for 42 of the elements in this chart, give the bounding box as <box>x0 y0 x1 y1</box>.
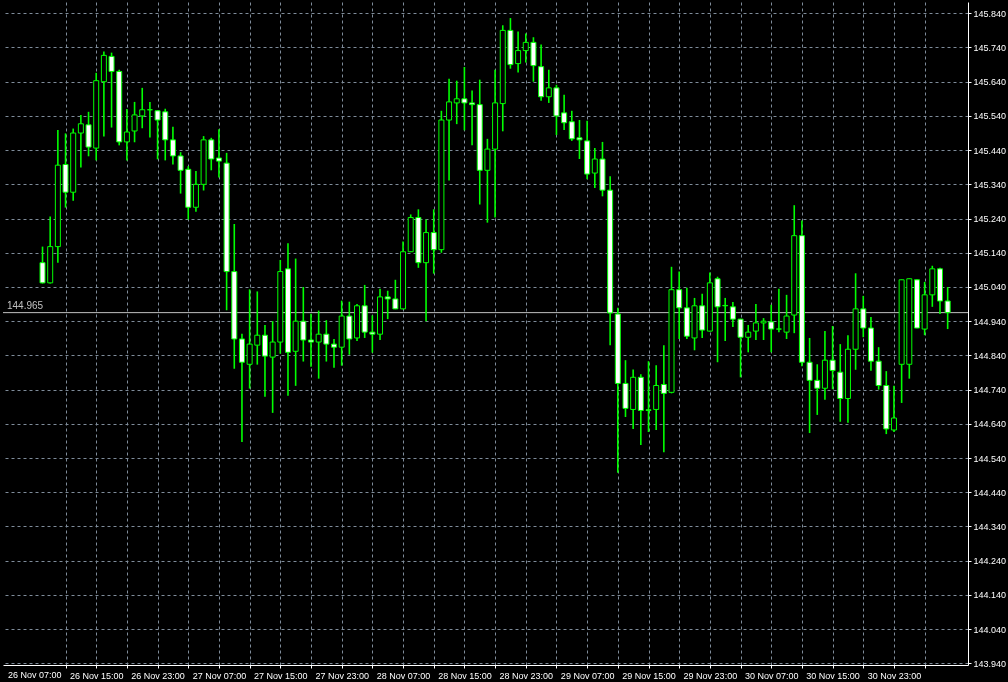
y-tick-label: 144.440 <box>973 487 1007 498</box>
x-tick-label: 29 Nov 23:00 <box>683 670 738 681</box>
y-tick-label: 145.340 <box>973 179 1007 190</box>
candlestick <box>944 286 951 330</box>
y-tick-label: 145.740 <box>973 43 1007 53</box>
x-tick-label: 27 Nov 23:00 <box>315 670 369 681</box>
y-tick-label: 145.440 <box>973 145 1007 156</box>
y-tick-label: 144.540 <box>973 453 1007 464</box>
candlestick <box>331 338 337 369</box>
y-tick-label: 144.140 <box>973 590 1007 601</box>
x-tick-label: 26 Nov 23:00 <box>131 670 185 681</box>
text: 26 Nov 07:00 <box>8 670 62 680</box>
y-tick-label: 144.940 <box>973 316 1007 327</box>
y-tick-label: 144.240 <box>973 556 1007 567</box>
candlestick <box>775 287 782 333</box>
candlestick <box>215 128 222 179</box>
x-tick-label: 29 Nov 15:00 <box>622 670 676 681</box>
x-tick-label: 28 Nov 15:00 <box>438 670 492 681</box>
x-tick-label: 26 Nov 15:00 <box>69 670 124 681</box>
y-tick-label: 144.340 <box>973 521 1007 532</box>
x-tick-label: 27 Nov 07:00 <box>192 670 247 681</box>
y-tick-label: 145.240 <box>973 214 1007 225</box>
y-tick-label: 145.140 <box>973 248 1007 259</box>
x-tick-label: 30 Nov 07:00 <box>744 670 799 681</box>
y-tick-label: 145.840 <box>973 8 1007 19</box>
x-tick-label: 30 Nov 15:00 <box>806 670 860 681</box>
y-tick-label: 145.040 <box>973 282 1007 293</box>
x-tick-label: 28 Nov 23:00 <box>499 670 554 681</box>
candlestick <box>890 385 897 433</box>
candlestick <box>307 312 314 368</box>
x-tick-label: 28 Nov 07:00 <box>376 670 431 681</box>
x-tick-label: 27 Nov 15:00 <box>254 670 308 681</box>
ref-line-label: 144.965 <box>7 299 44 311</box>
y-tick-label: 143.940 <box>973 658 1007 669</box>
y-tick-label: 145.640 <box>973 77 1007 88</box>
x-tick-label: 30 Nov 23:00 <box>867 670 922 681</box>
y-tick-label: 144.840 <box>973 350 1007 361</box>
y-tick-label: 145.540 <box>973 111 1007 122</box>
y-tick-label: 144.040 <box>973 624 1007 635</box>
y-tick-label: 144.740 <box>973 385 1007 396</box>
x-tick-label: 29 Nov 07:00 <box>560 670 615 681</box>
y-tick-label: 144.640 <box>973 419 1007 430</box>
